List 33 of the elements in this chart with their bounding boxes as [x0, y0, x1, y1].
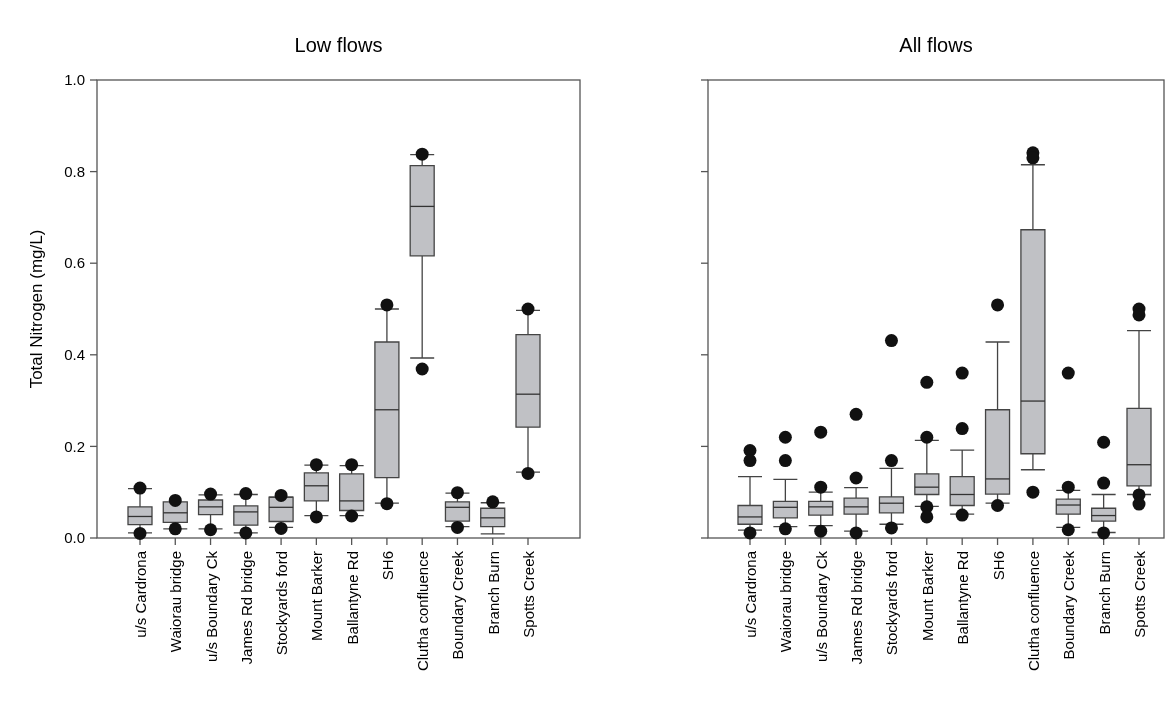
y-tick-label: 0.6 — [64, 254, 85, 272]
x-tick-label: Ballantyne Rd — [343, 551, 361, 645]
y-axis-title: Total Nitrogen (mg/L) — [27, 229, 46, 389]
y-tick-label: 0.0 — [64, 529, 85, 547]
x-tick-label: Boundary Creek — [449, 550, 467, 660]
x-tick-label: James Rd bridge — [237, 551, 255, 665]
x-tick-label: Spotts Creek — [520, 550, 537, 638]
x-tick-label: Waiorau bridge — [777, 551, 795, 653]
y-tick-label: 0.8 — [64, 162, 85, 180]
x-tick-label: u/s Cardrona — [742, 550, 759, 638]
x-tick-label: Mount Barker — [308, 551, 326, 642]
x-tick-label: u/s Boundary Ck — [202, 550, 220, 662]
x-tick-label: SH6 — [378, 551, 396, 581]
chart-title: Low flows — [294, 34, 383, 56]
y-tick-label: 0.2 — [64, 437, 85, 455]
x-tick-label: James Rd bridge — [848, 551, 866, 665]
x-tick-label: Mount Barker — [918, 551, 936, 642]
x-tick-label: Waiorau bridge — [167, 551, 185, 653]
x-tick-label: Stockyards ford — [883, 551, 901, 656]
x-tick-label: Branch Burn — [484, 551, 502, 635]
x-tick-label: Stockyards ford — [273, 551, 291, 656]
x-tick-label: u/s Cardrona — [132, 550, 149, 638]
y-tick-label: 1.0 — [64, 71, 85, 89]
chart-title: All flows — [899, 34, 973, 56]
x-tick-label: Spotts Creek — [1131, 550, 1148, 638]
x-tick-label: Ballantyne Rd — [954, 551, 972, 645]
x-tick-label: Clutha confluence — [414, 551, 432, 672]
x-tick-label: u/s Boundary Ck — [812, 550, 830, 662]
x-tick-label: Branch Burn — [1095, 551, 1113, 635]
x-tick-label: Boundary Creek — [1060, 550, 1078, 660]
x-tick-label: Clutha confluence — [1024, 551, 1042, 672]
y-tick-label: 0.4 — [64, 346, 85, 364]
x-tick-label: SH6 — [989, 551, 1007, 581]
